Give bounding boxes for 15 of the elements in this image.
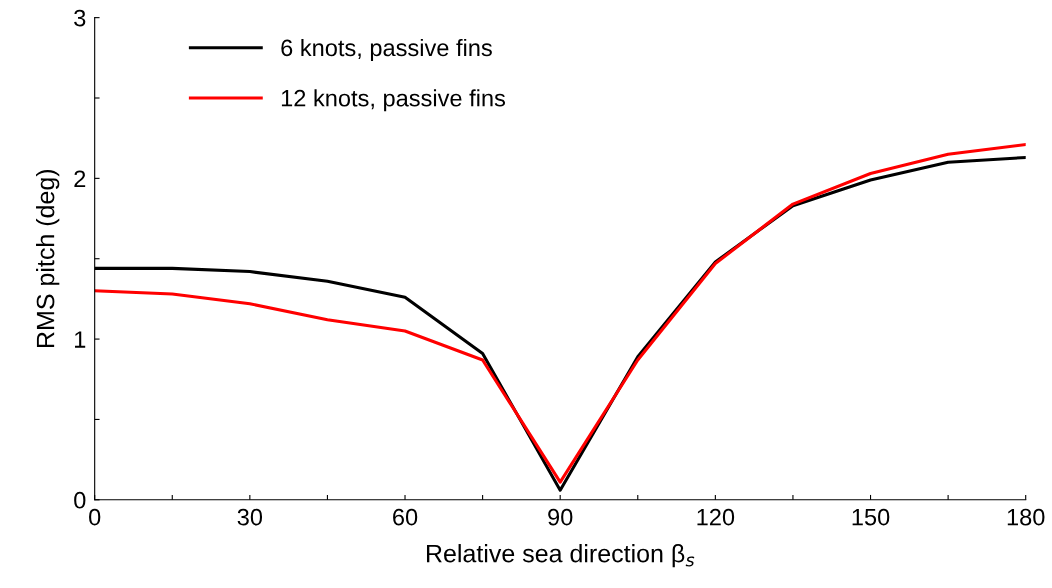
y-tick-label: 0 xyxy=(74,491,86,509)
y-axis-title: RMS pitch (deg) xyxy=(36,169,60,347)
y-tick-label: 2 xyxy=(74,170,86,187)
x-tick-label: 180 xyxy=(1007,508,1045,526)
x-tick-label: 120 xyxy=(697,508,735,526)
x-axis-title: Relative sea direction β$_{s}$ xyxy=(426,544,695,568)
x-tick-label: 150 xyxy=(852,508,890,526)
y-tick-label: 3 xyxy=(74,9,86,27)
x-tick-label: 30 xyxy=(237,508,263,526)
legend-label: 12 knots, passive fins xyxy=(281,89,506,112)
legend-label: 6 knots, passive fins xyxy=(281,38,492,61)
x-tick-label: 90 xyxy=(548,508,573,526)
y-tick-label: 1 xyxy=(75,331,86,348)
x-tick-label: 0 xyxy=(89,508,101,526)
x-tick-label: 60 xyxy=(393,508,418,526)
